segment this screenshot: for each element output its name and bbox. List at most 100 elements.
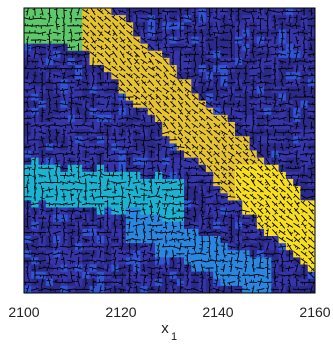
branch-segment bbox=[252, 214, 255, 223]
branch-twig bbox=[246, 183, 249, 187]
branch-segment bbox=[23, 109, 32, 113]
branch-twig bbox=[152, 66, 156, 70]
branch-segment bbox=[30, 153, 39, 155]
branch-segment bbox=[147, 51, 155, 57]
branch-twig bbox=[207, 157, 211, 160]
branch-segment bbox=[295, 121, 299, 130]
branch-twig bbox=[93, 46, 97, 49]
branch-twig bbox=[209, 101, 212, 105]
branch-twig bbox=[293, 230, 296, 233]
branch-twig bbox=[186, 150, 189, 154]
branch-twig bbox=[260, 245, 263, 247]
branch-twig bbox=[141, 209, 144, 211]
branch-segment bbox=[228, 158, 235, 165]
branch-twig bbox=[156, 212, 159, 214]
branch-segment bbox=[164, 28, 168, 37]
branch-twig bbox=[78, 179, 81, 183]
branch-segment bbox=[221, 172, 227, 179]
branch-segment bbox=[257, 157, 264, 165]
branch-twig bbox=[179, 143, 182, 147]
branch-twig bbox=[209, 67, 213, 69]
branch-segment bbox=[212, 181, 221, 184]
branch-twig bbox=[201, 168, 204, 171]
branch-twig bbox=[275, 231, 278, 234]
branch-segment bbox=[285, 145, 294, 149]
branch-twig bbox=[201, 62, 206, 64]
branch-twig bbox=[202, 54, 205, 56]
branch-segment bbox=[164, 207, 167, 216]
branch-segment bbox=[242, 136, 249, 144]
branch-segment bbox=[259, 135, 262, 144]
branch-twig bbox=[130, 25, 132, 27]
branch-segment bbox=[183, 202, 192, 206]
branch-segment bbox=[45, 117, 54, 120]
branch-twig bbox=[144, 217, 146, 221]
branch-twig bbox=[231, 132, 234, 135]
branch-segment bbox=[230, 36, 233, 45]
branch-segment bbox=[48, 214, 51, 223]
branch-twig bbox=[79, 37, 82, 40]
branch-twig bbox=[127, 141, 131, 144]
branch-segment bbox=[172, 157, 174, 166]
branch-segment bbox=[295, 64, 298, 73]
branch-segment bbox=[140, 174, 149, 177]
branch-segment bbox=[228, 186, 235, 194]
branch-twig bbox=[152, 75, 155, 78]
branch-segment bbox=[77, 164, 80, 173]
branch-twig bbox=[279, 80, 282, 82]
branch-segment bbox=[266, 135, 269, 144]
branch-segment bbox=[83, 29, 89, 37]
branch-twig bbox=[302, 29, 304, 33]
branch-twig bbox=[239, 167, 243, 171]
branch-twig bbox=[172, 130, 175, 133]
branch-segment bbox=[111, 73, 119, 79]
branch-twig bbox=[238, 61, 242, 63]
branch-segment bbox=[110, 138, 119, 141]
branch-segment bbox=[271, 200, 279, 207]
branch-twig bbox=[229, 189, 232, 192]
branch-segment bbox=[205, 95, 214, 99]
branch-segment bbox=[286, 186, 293, 193]
branch-segment bbox=[52, 252, 61, 256]
branch-segment bbox=[142, 164, 146, 173]
branch-segment bbox=[259, 242, 262, 251]
branch-segment bbox=[30, 17, 39, 20]
branch-segment bbox=[271, 236, 279, 243]
branch-twig bbox=[188, 130, 191, 134]
branch-segment bbox=[198, 81, 207, 84]
branch-twig bbox=[135, 132, 138, 136]
branch-twig bbox=[39, 13, 43, 15]
branch-segment bbox=[96, 96, 105, 98]
branch-segment bbox=[300, 181, 309, 184]
branch-segment bbox=[161, 52, 170, 56]
branch-twig bbox=[266, 162, 270, 165]
branch-twig bbox=[252, 176, 255, 179]
branch-segment bbox=[133, 37, 141, 43]
branch-segment bbox=[227, 117, 236, 120]
branch-twig bbox=[61, 217, 65, 219]
branch-twig bbox=[258, 222, 261, 225]
branch-segment bbox=[274, 71, 276, 80]
branch-segment bbox=[201, 185, 204, 194]
branch-segment bbox=[41, 221, 44, 230]
branch-twig bbox=[236, 244, 240, 246]
branch-segment bbox=[81, 173, 90, 177]
branch-twig bbox=[108, 24, 112, 28]
branch-twig bbox=[142, 11, 144, 14]
branch-segment bbox=[155, 51, 162, 58]
branch-twig bbox=[311, 196, 313, 200]
branch-segment bbox=[81, 245, 90, 248]
branch-twig bbox=[122, 45, 126, 49]
branch-twig bbox=[247, 166, 250, 170]
branch-segment bbox=[308, 236, 315, 243]
branch-twig bbox=[68, 32, 72, 34]
branch-segment bbox=[48, 43, 51, 52]
branch-segment bbox=[186, 36, 189, 45]
branch-twig bbox=[251, 179, 255, 182]
branch-twig bbox=[199, 161, 203, 164]
branch-twig bbox=[252, 161, 255, 165]
branch-segment bbox=[273, 64, 277, 73]
branch-segment bbox=[89, 89, 98, 91]
branch-twig bbox=[135, 97, 138, 100]
branch-segment bbox=[191, 86, 199, 93]
